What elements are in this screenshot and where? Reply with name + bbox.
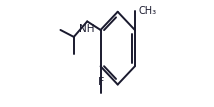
Text: CH₃: CH₃ <box>139 6 157 16</box>
Text: F: F <box>97 77 104 87</box>
Text: NH: NH <box>79 24 95 33</box>
